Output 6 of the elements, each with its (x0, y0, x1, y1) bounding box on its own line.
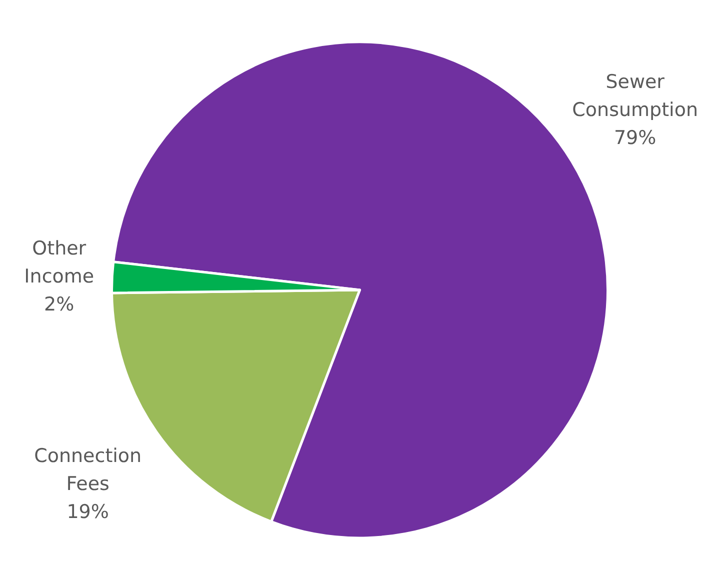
slice-label: Other Income (24, 237, 94, 288)
data-label: 2% (44, 293, 74, 316)
data-label: 19% (66, 501, 109, 524)
slice-label: Sewer Consumption (572, 70, 698, 121)
slice-label: Connection Fees (34, 445, 142, 496)
data-label: 79% (614, 126, 656, 149)
